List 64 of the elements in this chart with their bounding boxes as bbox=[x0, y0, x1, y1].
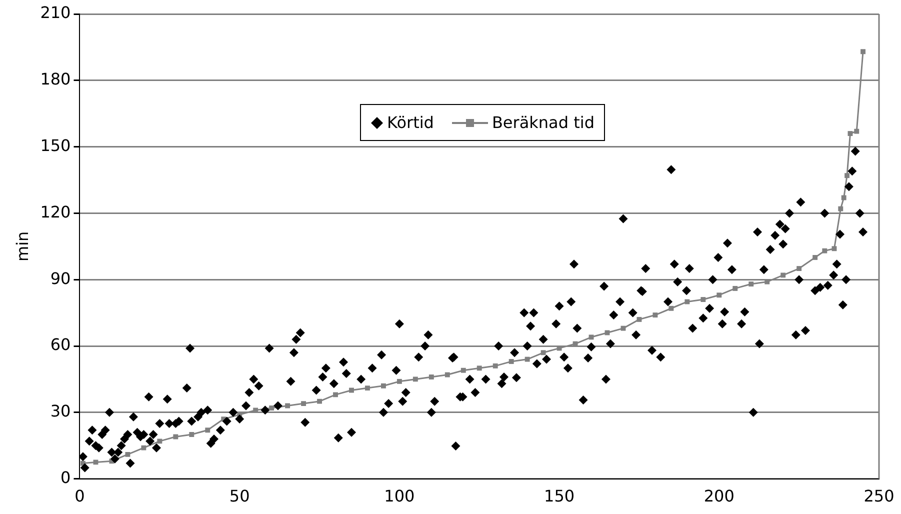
point bbox=[848, 131, 853, 136]
point bbox=[125, 452, 130, 457]
point bbox=[412, 376, 418, 382]
point bbox=[444, 372, 450, 378]
point bbox=[540, 350, 546, 356]
x-tick-label: 50 bbox=[229, 486, 250, 506]
point bbox=[189, 432, 194, 438]
point bbox=[508, 359, 514, 364]
point bbox=[620, 326, 626, 331]
point bbox=[396, 378, 402, 384]
point bbox=[841, 195, 846, 200]
point bbox=[832, 246, 837, 252]
y-axis-title: min bbox=[12, 231, 32, 262]
point bbox=[349, 388, 354, 393]
x-tick-label: 250 bbox=[864, 486, 894, 506]
point bbox=[684, 299, 690, 304]
y-tick-label: 180 bbox=[40, 70, 71, 89]
point bbox=[652, 312, 658, 318]
y-tick-label: 30 bbox=[50, 402, 71, 421]
point bbox=[716, 292, 722, 298]
point bbox=[822, 248, 828, 254]
y-tick-label: 150 bbox=[40, 136, 71, 155]
point bbox=[524, 356, 530, 362]
point bbox=[812, 254, 818, 260]
point bbox=[301, 401, 306, 406]
x-tick-label: 200 bbox=[704, 486, 734, 506]
point bbox=[365, 386, 370, 391]
point bbox=[157, 438, 162, 444]
point bbox=[796, 266, 802, 272]
point bbox=[604, 330, 610, 336]
legend-label: Beräknad tid bbox=[492, 113, 594, 132]
point bbox=[333, 392, 338, 398]
point bbox=[93, 460, 98, 465]
y-tick-label: 210 bbox=[40, 3, 71, 22]
point bbox=[700, 297, 706, 302]
point bbox=[860, 49, 866, 54]
point bbox=[141, 445, 146, 450]
point bbox=[492, 363, 498, 368]
point bbox=[317, 398, 322, 404]
point bbox=[780, 272, 786, 278]
y-tick-label: 0 bbox=[60, 468, 71, 487]
point bbox=[844, 173, 850, 178]
point bbox=[636, 316, 642, 322]
point bbox=[588, 334, 594, 340]
point bbox=[285, 403, 290, 408]
point bbox=[732, 286, 738, 291]
y-tick-label: 90 bbox=[50, 268, 71, 288]
point bbox=[269, 406, 274, 410]
point bbox=[428, 374, 434, 380]
x-tick-label: 150 bbox=[544, 486, 575, 506]
x-tick-label: 100 bbox=[384, 486, 415, 506]
y-tick-label: 60 bbox=[50, 335, 71, 354]
point bbox=[205, 428, 210, 433]
point bbox=[476, 366, 482, 371]
point bbox=[380, 383, 386, 388]
point bbox=[460, 368, 466, 373]
point bbox=[838, 206, 844, 212]
point bbox=[854, 128, 860, 134]
legend-label: Körtid bbox=[387, 113, 434, 132]
point bbox=[173, 434, 178, 440]
y-tick-label: 120 bbox=[40, 202, 71, 222]
x-tick-label: 0 bbox=[74, 486, 85, 506]
point bbox=[748, 282, 754, 286]
point bbox=[668, 306, 674, 311]
